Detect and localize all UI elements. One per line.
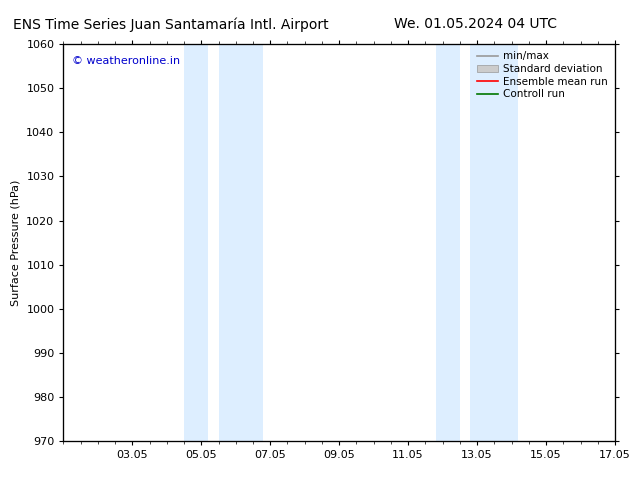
Text: © weatheronline.in: © weatheronline.in bbox=[72, 56, 180, 66]
Bar bbox=[436, 44, 460, 441]
Text: ENS Time Series Juan Santamaría Intl. Airport: ENS Time Series Juan Santamaría Intl. Ai… bbox=[13, 17, 329, 32]
Y-axis label: Surface Pressure (hPa): Surface Pressure (hPa) bbox=[11, 179, 21, 306]
Text: We. 01.05.2024 04 UTC: We. 01.05.2024 04 UTC bbox=[394, 17, 557, 31]
Bar bbox=[219, 44, 263, 441]
Bar bbox=[470, 44, 519, 441]
Bar bbox=[184, 44, 208, 441]
Legend: min/max, Standard deviation, Ensemble mean run, Controll run: min/max, Standard deviation, Ensemble me… bbox=[475, 49, 610, 101]
